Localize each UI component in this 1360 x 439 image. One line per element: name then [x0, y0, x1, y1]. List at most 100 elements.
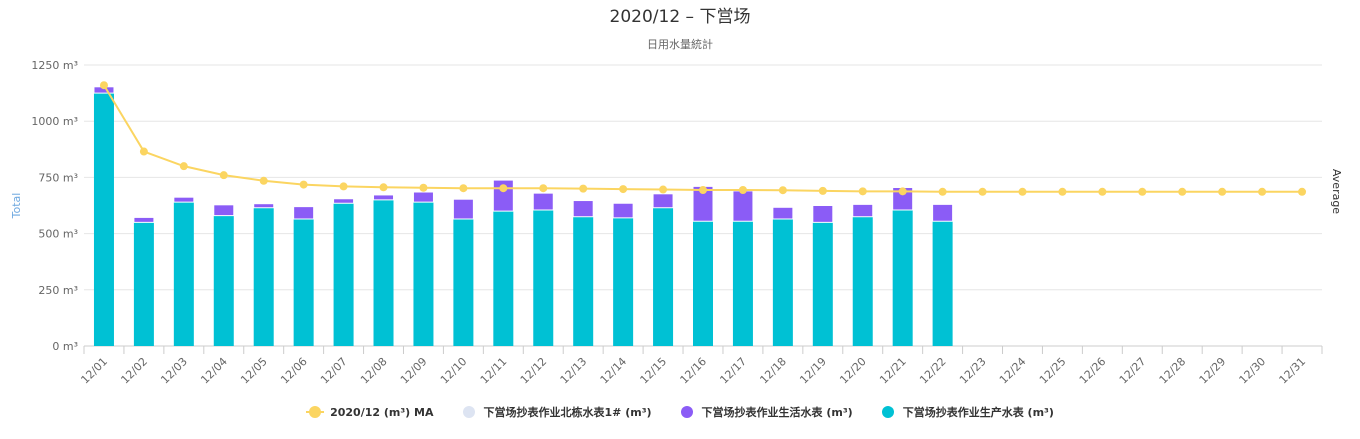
bar-living[interactable]	[133, 216, 155, 223]
point-ma[interactable]	[1138, 187, 1147, 196]
circle-icon	[460, 406, 478, 418]
bar-living[interactable]	[293, 206, 315, 220]
bar-living[interactable]	[213, 204, 235, 217]
bar-living[interactable]	[852, 203, 874, 218]
legend-item-north[interactable]: 下営场抄表作业北栋水表1# (m³)	[460, 404, 652, 420]
x-tick-label: 12/16	[678, 355, 710, 387]
x-tick-label: 12/08	[358, 355, 390, 387]
bar-living[interactable]	[452, 198, 474, 220]
bar-production[interactable]	[293, 218, 314, 346]
point-ma[interactable]	[1298, 187, 1307, 196]
x-tick-label: 12/09	[398, 355, 430, 387]
bar-production[interactable]	[573, 216, 594, 346]
point-ma[interactable]	[379, 183, 388, 192]
x-tick-label: 12/29	[1197, 355, 1229, 387]
point-ma[interactable]	[738, 185, 747, 194]
point-ma[interactable]	[219, 171, 228, 180]
bar-living[interactable]	[333, 198, 355, 204]
point-ma[interactable]	[778, 186, 787, 195]
x-tick-label: 12/01	[78, 355, 110, 387]
bar-production[interactable]	[732, 221, 753, 346]
legend-dot-living	[680, 406, 693, 418]
bar-production[interactable]	[493, 211, 514, 346]
y-axis-title: Total	[10, 193, 23, 220]
y-tick-label: 500 m³	[38, 228, 78, 241]
point-ma[interactable]	[539, 184, 548, 193]
point-ma[interactable]	[499, 184, 508, 193]
bar-living[interactable]	[373, 194, 395, 201]
series-line-ma	[103, 84, 1303, 193]
line-dot-icon	[306, 406, 325, 418]
x-tick-label: 12/22	[917, 355, 949, 387]
bar-production[interactable]	[653, 207, 674, 346]
bar-production[interactable]	[892, 209, 913, 346]
bar-living[interactable]	[532, 192, 554, 211]
legend-item-ma[interactable]: 2020/12 (m³) MA	[306, 404, 434, 420]
point-ma[interactable]	[1178, 187, 1187, 196]
point-ma[interactable]	[818, 186, 827, 195]
point-ma[interactable]	[579, 184, 588, 193]
point-ma[interactable]	[139, 147, 148, 156]
point-ma[interactable]	[1018, 187, 1027, 196]
legend-label-living: 下営场抄表作业生活水表 (m³)	[701, 406, 853, 419]
bar-production[interactable]	[213, 215, 234, 346]
bar-production[interactable]	[173, 202, 194, 346]
point-ma[interactable]	[699, 185, 707, 194]
bar-living[interactable]	[652, 193, 674, 209]
bar-production[interactable]	[133, 222, 154, 346]
point-ma[interactable]	[419, 183, 428, 192]
point-ma[interactable]	[1098, 187, 1107, 196]
point-ma[interactable]	[339, 182, 348, 191]
x-tick-label: 12/06	[278, 355, 310, 387]
bar-living[interactable]	[173, 196, 195, 203]
bar-production[interactable]	[772, 218, 793, 346]
point-ma[interactable]	[459, 184, 468, 193]
bar-production[interactable]	[93, 93, 114, 346]
bar-living[interactable]	[812, 205, 834, 223]
point-ma[interactable]	[1058, 187, 1067, 196]
point-ma[interactable]	[659, 185, 668, 194]
bar-production[interactable]	[812, 222, 833, 346]
x-tick-label: 12/28	[1157, 355, 1189, 387]
x-tick-label: 12/24	[997, 355, 1029, 387]
point-ma[interactable]	[619, 185, 628, 194]
bar-production[interactable]	[453, 218, 474, 346]
bar-production[interactable]	[932, 221, 953, 346]
legend-item-production[interactable]: 下営场抄表作业生产水表 (m³)	[879, 404, 1054, 420]
x-tick-label: 12/04	[198, 355, 230, 387]
bar-living[interactable]	[772, 206, 794, 220]
point-ma[interactable]	[938, 187, 947, 196]
bar-production[interactable]	[413, 202, 434, 346]
point-ma[interactable]	[259, 176, 268, 185]
circle-icon	[678, 406, 696, 418]
bar-living[interactable]	[572, 200, 594, 218]
bar-living[interactable]	[253, 203, 275, 209]
point-ma[interactable]	[1218, 187, 1227, 196]
point-ma[interactable]	[978, 187, 987, 196]
x-tick-label: 12/31	[1277, 355, 1309, 387]
bar-living[interactable]	[612, 202, 634, 219]
bar-production[interactable]	[533, 209, 554, 346]
bar-production[interactable]	[373, 199, 394, 346]
bar-production[interactable]	[852, 216, 873, 346]
point-ma[interactable]	[898, 187, 907, 196]
x-tick-label: 12/23	[957, 355, 989, 387]
bar-living[interactable]	[732, 190, 754, 222]
bar-production[interactable]	[333, 203, 354, 346]
bar-production[interactable]	[693, 221, 713, 346]
x-tick-label: 12/18	[757, 355, 789, 387]
x-tick-label: 12/17	[717, 355, 749, 387]
x-tick-label: 12/26	[1077, 355, 1109, 387]
bar-living[interactable]	[412, 191, 434, 203]
bar-production[interactable]	[613, 217, 634, 346]
point-ma[interactable]	[858, 187, 867, 196]
legend-item-living[interactable]: 下営场抄表作业生活水表 (m³)	[678, 404, 853, 420]
point-ma[interactable]	[99, 81, 108, 90]
chart-legend: 2020/12 (m³) MA 下営场抄表作业北栋水表1# (m³) 下営场抄表…	[0, 404, 1360, 420]
point-ma[interactable]	[299, 180, 308, 189]
bar-production[interactable]	[253, 207, 274, 346]
bar-living[interactable]	[932, 203, 954, 222]
point-ma[interactable]	[1258, 187, 1267, 196]
point-ma[interactable]	[179, 162, 188, 171]
